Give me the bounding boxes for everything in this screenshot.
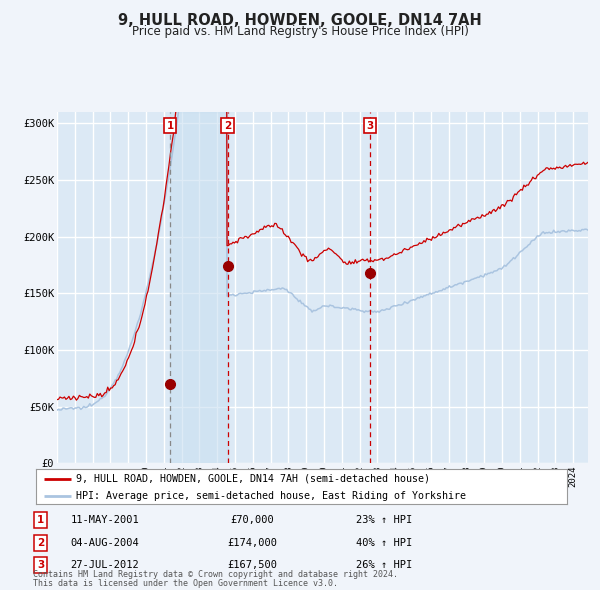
Text: Price paid vs. HM Land Registry's House Price Index (HPI): Price paid vs. HM Land Registry's House …: [131, 25, 469, 38]
Text: 2: 2: [224, 121, 232, 131]
Text: 9, HULL ROAD, HOWDEN, GOOLE, DN14 7AH (semi-detached house): 9, HULL ROAD, HOWDEN, GOOLE, DN14 7AH (s…: [76, 474, 430, 484]
Text: 1: 1: [37, 516, 44, 525]
Text: 04-AUG-2004: 04-AUG-2004: [71, 538, 139, 548]
Text: Contains HM Land Registry data © Crown copyright and database right 2024.: Contains HM Land Registry data © Crown c…: [33, 571, 398, 579]
Bar: [170, 112, 228, 463]
Text: This data is licensed under the Open Government Licence v3.0.: This data is licensed under the Open Gov…: [33, 579, 338, 588]
Text: 1: 1: [167, 121, 174, 131]
Text: 11-MAY-2001: 11-MAY-2001: [71, 516, 139, 525]
Text: 2: 2: [37, 538, 44, 548]
Text: 3: 3: [366, 121, 373, 131]
Text: 23% ↑ HPI: 23% ↑ HPI: [356, 516, 412, 525]
Text: 26% ↑ HPI: 26% ↑ HPI: [356, 560, 412, 570]
Text: 3: 3: [37, 560, 44, 570]
Text: 27-JUL-2012: 27-JUL-2012: [71, 560, 139, 570]
Text: £167,500: £167,500: [227, 560, 277, 570]
Text: 40% ↑ HPI: 40% ↑ HPI: [356, 538, 412, 548]
Text: 9, HULL ROAD, HOWDEN, GOOLE, DN14 7AH: 9, HULL ROAD, HOWDEN, GOOLE, DN14 7AH: [118, 13, 482, 28]
Text: £174,000: £174,000: [227, 538, 277, 548]
Text: HPI: Average price, semi-detached house, East Riding of Yorkshire: HPI: Average price, semi-detached house,…: [76, 491, 466, 500]
Text: £70,000: £70,000: [230, 516, 274, 525]
